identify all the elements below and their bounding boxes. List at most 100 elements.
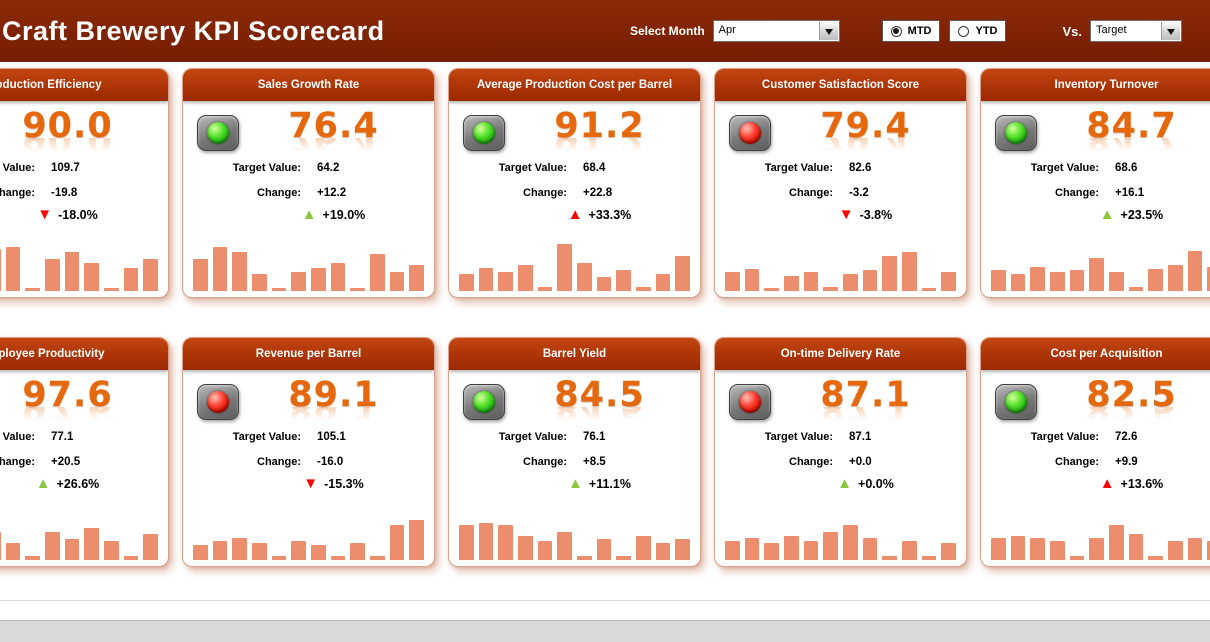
kpi-meta: Target Value: 82.6 Change: -3.2 [715,159,966,202]
chart-bar [823,287,839,291]
radio-ytd[interactable]: YTD [949,20,1007,42]
chart-bar [577,556,592,560]
radio-mtd[interactable]: MTD [881,20,941,42]
trend-percent: +26.6% [56,477,100,491]
target-value: 82.6 [849,162,872,174]
traffic-light-indicator [729,384,771,420]
chart-bar [232,537,248,560]
kpi-card-body: 82.5 82.5 Target Value: 72.6 Change: +9.… [981,370,1210,566]
kpi-meta: Target Value: 105.1 Change: -16.0 [183,428,434,471]
kpi-card: Cost per Acquisition 82.5 82.5 Target Va… [980,337,1210,567]
kpi-value-block: 84.7 84.7 [1039,107,1210,158]
chart-bar [764,287,780,291]
chart-bar [25,556,41,560]
change-label: Change: [1055,187,1099,199]
chart-bar [193,544,208,560]
kpi-card: Production Efficiency 90.0 90.0 Target V… [0,68,169,298]
kpi-card: Employee Productivity 97.6 97.6 Target V… [0,337,169,567]
chart-bar [389,524,405,560]
page-title: Craft Brewery KPI Scorecard [2,15,385,46]
chart-bar [409,520,425,560]
chart-bar [616,556,632,560]
chart-bar [1109,524,1124,560]
radio-selected-icon[interactable] [890,25,902,37]
kpi-value: 89.1 [288,375,379,415]
kpi-mini-bar-chart [0,508,159,560]
chart-bar [1187,537,1203,560]
trend-percent: -18.0% [58,208,98,222]
target-value: 64.2 [317,162,340,174]
chart-bar [518,265,533,291]
chart-bar [478,522,494,560]
radio-unselected-icon[interactable] [958,25,970,37]
chart-bar [675,539,691,560]
kpi-value: 90.0 [22,106,113,146]
radio-mtd-label: MTD [907,25,932,37]
chart-bar [655,543,671,560]
kpi-trend: ▼ -3.8% [773,207,958,223]
change-label: Change: [789,456,833,468]
chart-bar [675,255,691,291]
chart-bar [1069,270,1085,291]
vs-dropdown[interactable]: Target [1090,20,1182,42]
chart-bar [902,252,917,291]
change-value: -3.2 [849,187,869,199]
chart-bar [64,252,80,291]
header-controls: Select Month Apr MTD YTD Vs. Target [630,0,1182,62]
kpi-value-block: 91.2 91.2 [507,107,692,158]
kpi-mini-bar-chart [725,508,957,560]
target-value: 72.6 [1115,431,1138,443]
kpi-mini-bar-chart [193,239,425,291]
chart-bar [921,556,937,560]
kpi-trend: ▲ +0.0% [773,476,958,492]
kpi-value-block: 97.6 97.6 [0,376,160,427]
month-dropdown-arrow-button[interactable] [818,22,838,40]
trend-arrow-icon: ▲ [567,206,583,223]
chart-bar [577,262,592,291]
kpi-card: On-time Delivery Rate 87.1 87.1 Target V… [714,337,967,567]
kpi-meta: Target Value: 77.1 Change: +20.5 [0,428,168,471]
change-value: +0.0 [849,456,872,468]
kpi-cards-row-2: Employee Productivity 97.6 97.6 Target V… [0,337,1210,567]
target-value: 68.4 [583,162,606,174]
traffic-light-bulb-icon [207,391,229,413]
kpi-value: 79.4 [820,106,911,146]
kpi-card: Barrel Yield 84.5 84.5 Target Value: 76.… [448,337,701,567]
kpi-mini-bar-chart [725,239,957,291]
trend-arrow-icon: ▲ [1099,475,1115,492]
traffic-light-indicator [995,115,1037,151]
target-value-label: Target Value: [0,431,35,443]
chart-bar [123,556,139,560]
kpi-card-title: On-time Delivery Rate [715,338,966,370]
vs-dropdown-arrow-button[interactable] [1161,22,1180,40]
kpi-value-reflection: 79.4 [820,138,911,158]
kpi-value-reflection: 82.5 [1086,407,1177,427]
chart-bar [537,541,553,560]
kpi-meta: Target Value: 87.1 Change: +0.0 [715,428,966,471]
chart-bar [498,272,514,291]
chart-bar [1050,541,1065,560]
chevron-down-icon [824,28,833,39]
trend-arrow-icon: ▲ [568,475,583,492]
chart-bar [764,543,780,560]
chart-bar [636,535,651,560]
target-value: 109.7 [51,162,80,174]
chevron-down-icon [1167,28,1175,39]
month-dropdown[interactable]: Apr [712,20,840,42]
kpi-meta: Target Value: 76.1 Change: +8.5 [449,428,700,471]
chart-bar [252,543,267,560]
trend-arrow-icon: ▼ [37,206,53,223]
chart-bar [518,535,533,560]
kpi-trend: ▼ -18.0% [0,207,160,223]
chart-bar [1207,266,1210,291]
chart-bar [882,556,898,560]
kpi-value: 82.5 [1086,375,1177,415]
chart-bar [252,274,267,291]
kpi-meta: Target Value: 64.2 Change: +12.2 [183,159,434,202]
kpi-card-body: 87.1 87.1 Target Value: 87.1 Change: +0.… [715,370,966,566]
chart-bar [311,544,326,560]
bottom-sheet-edge [0,620,1210,642]
target-value-label: Target Value: [232,431,301,443]
kpi-trend: ▲ +33.3% [507,207,692,223]
trend-percent: +13.6% [1120,477,1164,491]
